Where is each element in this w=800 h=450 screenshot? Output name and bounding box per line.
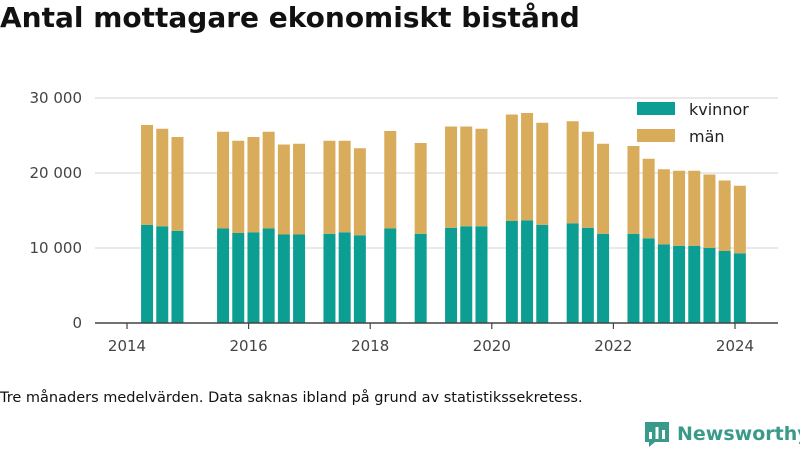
bar-man — [232, 140, 245, 233]
bar-man — [277, 144, 290, 235]
bar-kvinnor — [505, 221, 518, 323]
bar-man — [384, 131, 397, 229]
bar-man — [171, 137, 184, 231]
y-axis-tick-labels: 0 10 000 20 000 30 000 — [30, 89, 83, 332]
bar-kvinnor — [217, 228, 230, 323]
bar-man — [703, 174, 716, 248]
legend: kvinnor män — [637, 100, 749, 146]
bar-kvinnor — [445, 227, 458, 323]
bar-man — [156, 128, 169, 227]
bar-kvinnor — [460, 226, 473, 323]
legend-swatch-kvinnor — [637, 102, 675, 115]
y-tick-label: 10 000 — [30, 239, 83, 257]
bar-kvinnor — [581, 227, 594, 323]
bar-kvinnor — [232, 233, 245, 323]
bar-kvinnor — [156, 226, 169, 323]
y-tick-label: 30 000 — [30, 89, 83, 107]
bar-man — [247, 137, 260, 233]
brand-name: Newsworthy — [677, 423, 800, 445]
bar-man — [414, 143, 427, 234]
bar-man — [475, 128, 488, 227]
bar-man — [445, 126, 458, 228]
bar-man — [217, 131, 230, 229]
bar-kvinnor — [141, 224, 154, 323]
bar-man — [688, 170, 701, 246]
x-tick-label: 2024 — [716, 337, 754, 355]
bar-man — [521, 113, 534, 221]
newsworthy-chart-logo-icon — [645, 421, 669, 447]
bar-man — [293, 143, 306, 235]
bar-kvinnor — [171, 230, 184, 323]
brand-logo: Newsworthy — [644, 420, 800, 448]
y-tick-label: 20 000 — [30, 164, 83, 182]
x-tick-label: 2016 — [230, 337, 268, 355]
bar-man — [733, 185, 746, 254]
x-tick-label: 2014 — [108, 337, 146, 355]
bar-man — [141, 125, 154, 225]
bar-kvinnor — [293, 234, 306, 323]
bar-kvinnor — [627, 233, 640, 323]
bar-kvinnor — [338, 232, 351, 323]
x-axis: 2014 2016 2018 2020 2022 2024 — [95, 322, 778, 355]
bar-kvinnor — [247, 232, 260, 323]
bar-man — [642, 158, 655, 239]
bar-kvinnor — [262, 228, 275, 323]
bar-man — [536, 122, 549, 225]
bar-man — [627, 146, 640, 234]
bar-man — [581, 131, 594, 228]
x-tick-label: 2018 — [351, 337, 389, 355]
bar-kvinnor — [673, 245, 686, 323]
bar-man — [353, 148, 366, 236]
bar-kvinnor — [718, 251, 731, 323]
bar-kvinnor — [597, 233, 610, 323]
y-tick-label: 0 — [72, 314, 82, 332]
bar-man — [323, 140, 336, 234]
bar-kvinnor — [521, 220, 534, 323]
bar-kvinnor — [642, 238, 655, 323]
bar-man — [718, 180, 731, 251]
x-tick-label: 2020 — [473, 337, 511, 355]
bar-kvinnor — [703, 248, 716, 323]
x-tick-label: 2022 — [594, 337, 632, 355]
bar-kvinnor — [414, 233, 427, 323]
bar-kvinnor — [323, 233, 336, 323]
bar-kvinnor — [353, 235, 366, 323]
bar-man — [566, 121, 579, 224]
legend-label-kvinnor: kvinnor — [689, 100, 749, 119]
bar-kvinnor — [536, 224, 549, 323]
bar-man — [657, 169, 670, 245]
bar-kvinnor — [657, 244, 670, 323]
bar-man — [460, 126, 473, 227]
bar-man — [597, 143, 610, 234]
bar-chart: 0 10 000 20 000 30 000 2014 2016 2018 2020 2022… — [30, 89, 778, 355]
bar-man — [505, 114, 518, 221]
bar-kvinnor — [475, 226, 488, 323]
bar-man — [673, 170, 686, 246]
bar-series — [141, 113, 746, 323]
footnote: Tre månaders medelvärden. Data saknas ib… — [0, 390, 583, 406]
bar-kvinnor — [566, 223, 579, 323]
legend-swatch-man — [637, 129, 675, 142]
legend-label-man: män — [689, 127, 725, 146]
bar-kvinnor — [277, 234, 290, 323]
chart-title: Antal mottagare ekonomiskt bistånd — [0, 1, 580, 34]
bar-man — [262, 131, 275, 229]
bar-man — [338, 140, 351, 233]
bar-kvinnor — [384, 228, 397, 323]
bar-kvinnor — [688, 245, 701, 323]
bar-kvinnor — [733, 253, 746, 323]
